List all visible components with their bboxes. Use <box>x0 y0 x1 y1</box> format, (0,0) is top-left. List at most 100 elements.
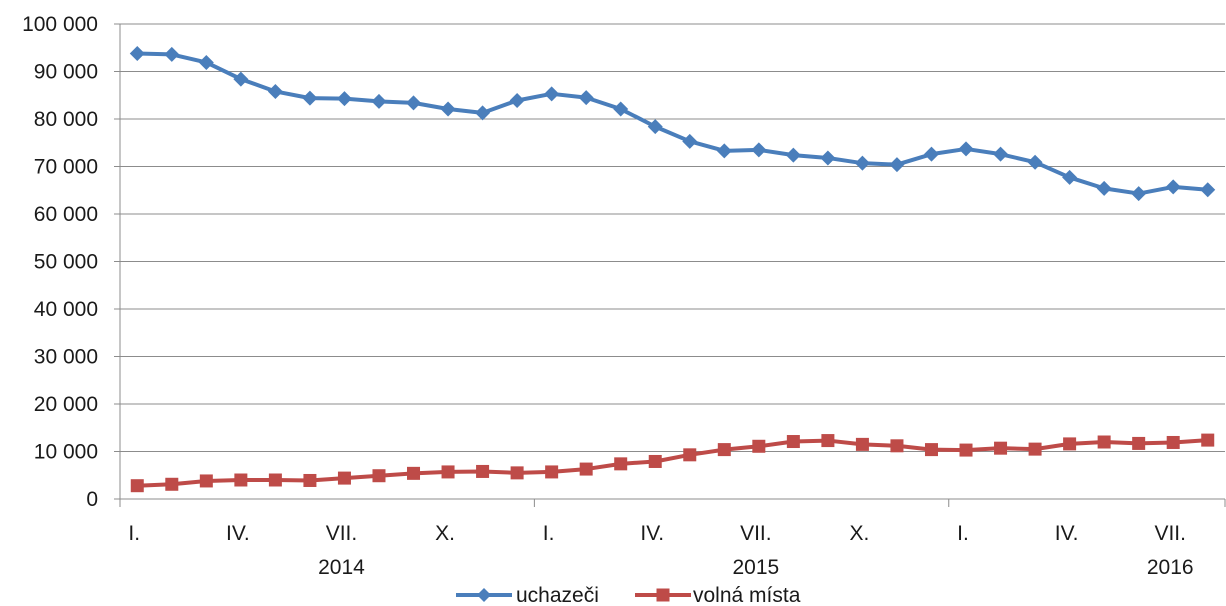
data-point-square <box>1028 442 1042 456</box>
data-point-diamond <box>233 71 249 87</box>
series-uchazeci <box>129 45 1216 202</box>
data-point-square <box>234 473 248 487</box>
gridlines <box>120 23 1225 452</box>
data-point-diamond <box>440 101 456 117</box>
data-point-diamond <box>647 119 663 135</box>
data-point-diamond <box>958 141 974 157</box>
legend-label: uchazeči <box>516 584 599 606</box>
data-point-square <box>924 443 938 457</box>
legend-marker-square <box>656 588 670 602</box>
data-point-square <box>1201 433 1215 447</box>
data-point-diamond <box>302 90 318 106</box>
data-point-square <box>614 457 628 471</box>
data-point-square <box>1097 435 1111 449</box>
data-point-diamond <box>198 54 214 70</box>
data-point-diamond <box>1131 186 1147 202</box>
data-point-square <box>199 474 213 488</box>
data-point-diamond <box>1165 179 1181 195</box>
data-point-diamond <box>164 46 180 62</box>
y-tick-label: 70 000 <box>34 156 98 179</box>
y-tick-label: 30 000 <box>34 346 98 369</box>
data-point-square <box>890 439 904 453</box>
data-point-square <box>268 473 282 487</box>
legend-item: uchazeči <box>456 584 599 606</box>
y-tick-label: 50 000 <box>34 251 98 274</box>
data-point-square <box>855 437 869 451</box>
data-point-diamond <box>785 147 801 163</box>
data-point-diamond <box>889 157 905 173</box>
data-point-square <box>476 464 490 478</box>
data-point-square <box>821 434 835 448</box>
series-volna-mista <box>130 433 1215 493</box>
data-point-square <box>510 466 524 480</box>
data-point-square <box>959 443 973 457</box>
data-point-square <box>994 441 1008 455</box>
data-point-square <box>130 479 144 493</box>
legend-marker-diamond <box>477 588 491 602</box>
data-point-diamond <box>682 133 698 149</box>
legend-item: volná místa <box>635 584 801 606</box>
data-point-diamond <box>716 143 732 159</box>
data-point-diamond <box>129 45 145 61</box>
x-tick-label: IV. <box>640 522 664 545</box>
data-point-square <box>752 439 766 453</box>
y-tick-label: 80 000 <box>34 108 98 131</box>
data-point-square <box>717 443 731 457</box>
data-point-diamond <box>1062 169 1078 185</box>
data-point-diamond <box>1027 154 1043 170</box>
x-tick-label: IV. <box>1055 522 1079 545</box>
x-tick-label: VII. <box>326 522 358 545</box>
x-tick-label: IV. <box>226 522 250 545</box>
data-point-diamond <box>854 155 870 171</box>
year-label: 2015 <box>732 556 779 579</box>
data-point-square <box>1166 435 1180 449</box>
x-tick-label: X. <box>850 522 870 545</box>
data-point-square <box>407 466 421 480</box>
legend: uchazeči volná místa <box>456 584 801 606</box>
y-tick-label: 40 000 <box>34 298 98 321</box>
data-point-diamond <box>923 146 939 162</box>
legend-label: volná místa <box>693 584 801 606</box>
data-point-diamond <box>406 95 422 111</box>
y-tick-label: 0 <box>86 488 98 511</box>
x-tick-label: VII. <box>1154 522 1186 545</box>
data-point-diamond <box>371 93 387 109</box>
data-point-square <box>786 435 800 449</box>
data-point-diamond <box>1096 180 1112 196</box>
y-tick-label: 20 000 <box>34 393 98 416</box>
x-tick-label: VII. <box>740 522 772 545</box>
data-point-diamond <box>1200 182 1216 198</box>
data-point-square <box>648 454 662 468</box>
series-line <box>137 438 1208 488</box>
data-point-square <box>579 462 593 476</box>
data-point-diamond <box>267 83 283 99</box>
data-point-square <box>545 465 559 479</box>
x-tick-label: I. <box>543 522 555 545</box>
data-point-square <box>337 471 351 485</box>
axes: 0 10 000 20 000 30 000 40 000 50 000 60 000 70 … <box>22 13 1226 579</box>
x-tick-label: I. <box>128 522 140 545</box>
y-tick-label: 10 000 <box>34 441 98 464</box>
data-point-diamond <box>993 146 1009 162</box>
data-point-diamond <box>336 91 352 107</box>
series-line <box>137 51 1208 196</box>
y-tick-label: 60 000 <box>34 203 98 226</box>
data-point-square <box>1063 437 1077 451</box>
data-point-square <box>165 477 179 491</box>
y-tick-label: 100 000 <box>22 13 98 36</box>
data-point-diamond <box>509 92 525 108</box>
data-point-square <box>683 448 697 462</box>
data-point-diamond <box>613 101 629 117</box>
x-tick-label: X. <box>435 522 455 545</box>
data-point-diamond <box>544 86 560 102</box>
data-point-square <box>1132 436 1146 450</box>
data-point-square <box>303 473 317 487</box>
x-tick-label: I. <box>957 522 969 545</box>
data-point-diamond <box>751 142 767 158</box>
year-label: 2016 <box>1147 556 1194 579</box>
series-lines <box>129 45 1216 493</box>
data-point-square <box>372 469 386 483</box>
data-point-diamond <box>475 105 491 121</box>
